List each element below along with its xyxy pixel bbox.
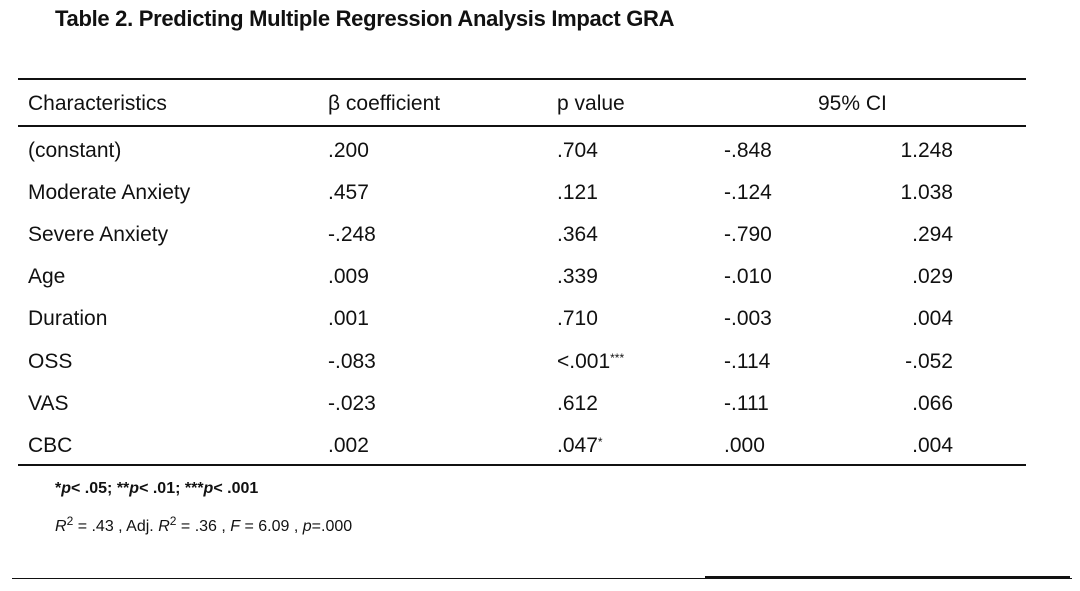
row-p-value: .704 bbox=[557, 139, 598, 162]
row-ci-lower: .000 bbox=[724, 434, 765, 457]
table-title: Table 2. Predicting Multiple Regression … bbox=[55, 6, 675, 31]
row-ci-lower: -.124 bbox=[724, 181, 772, 204]
row-p-value: .121 bbox=[557, 181, 598, 204]
row-ci-upper: .294 bbox=[912, 223, 953, 246]
row-ci-lower: -.010 bbox=[724, 265, 772, 288]
row-characteristic: OSS bbox=[28, 350, 73, 373]
row-p-value: .339 bbox=[557, 265, 598, 288]
row-beta: -.083 bbox=[328, 350, 376, 373]
table-bottom-rule bbox=[18, 464, 1026, 466]
page-divider-thick bbox=[705, 576, 1070, 578]
significance-note: *p< .05; **p< .01; ***p< .001 bbox=[55, 480, 259, 497]
row-p-value: .612 bbox=[557, 392, 598, 415]
row-characteristic: (constant) bbox=[28, 139, 122, 162]
row-p-value: .364 bbox=[557, 223, 598, 246]
row-p-value: .710 bbox=[557, 307, 598, 330]
header-beta: β coefficient bbox=[328, 92, 441, 115]
row-ci-upper: .004 bbox=[912, 307, 953, 330]
row-beta: .009 bbox=[328, 265, 369, 288]
row-p-value: <.001*** bbox=[557, 350, 625, 373]
row-beta: -.023 bbox=[328, 392, 376, 415]
row-ci-lower: -.790 bbox=[724, 223, 772, 246]
header-ci: 95% CI bbox=[818, 92, 887, 115]
row-ci-lower: -.003 bbox=[724, 307, 772, 330]
row-characteristic: Duration bbox=[28, 307, 108, 330]
row-ci-upper: .066 bbox=[912, 392, 953, 415]
row-characteristic: CBC bbox=[28, 434, 73, 457]
table-top-rule bbox=[18, 78, 1026, 80]
header-p-value: p value bbox=[557, 92, 625, 115]
row-ci-upper: 1.248 bbox=[900, 139, 953, 162]
header-characteristics: Characteristics bbox=[28, 92, 167, 115]
row-beta: .001 bbox=[328, 307, 369, 330]
row-ci-lower: -.114 bbox=[724, 350, 771, 373]
row-p-value: .047* bbox=[557, 434, 603, 457]
row-characteristic: Moderate Anxiety bbox=[28, 181, 191, 204]
significance-marker: *** bbox=[610, 351, 625, 365]
row-ci-upper: .004 bbox=[912, 434, 953, 457]
model-fit-note: R2 = .43 , Adj. R2 = .36 , F = 6.09 , p=… bbox=[55, 514, 353, 535]
row-ci-upper: .029 bbox=[912, 265, 953, 288]
row-beta: .457 bbox=[328, 181, 369, 204]
row-ci-lower: -.848 bbox=[724, 139, 772, 162]
row-characteristic: Severe Anxiety bbox=[28, 223, 169, 246]
row-characteristic: VAS bbox=[28, 392, 69, 415]
significance-marker: * bbox=[597, 435, 603, 449]
row-ci-upper: -.052 bbox=[905, 350, 953, 373]
page-divider bbox=[12, 578, 1072, 579]
row-ci-lower: -.111 bbox=[724, 392, 769, 415]
row-beta: -.248 bbox=[328, 223, 376, 246]
row-characteristic: Age bbox=[28, 265, 66, 288]
table-header-rule bbox=[18, 125, 1026, 127]
row-beta: .002 bbox=[328, 434, 369, 457]
row-beta: .200 bbox=[328, 139, 369, 162]
row-ci-upper: 1.038 bbox=[900, 181, 953, 204]
